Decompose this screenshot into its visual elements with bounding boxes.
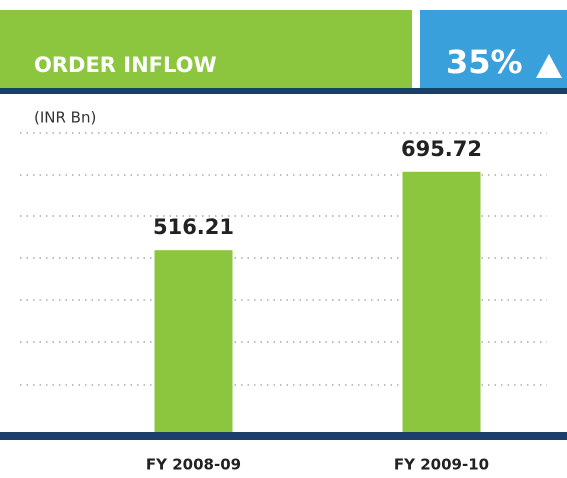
bar [155,250,233,432]
x-tick-label: FY 2009-10 [394,456,489,474]
x-tick-label: FY 2008-09 [146,456,241,474]
bar [403,172,481,432]
bottom-rule [0,432,567,440]
value-label: 516.21 [153,215,234,239]
unit-label: (INR Bn) [34,109,96,127]
chart-title: ORDER INFLOW [34,53,217,77]
growth-label: 35% [446,43,523,81]
top-rule [0,88,567,94]
value-label: 695.72 [401,137,482,161]
chart: ORDER INFLOW 35% (INR Bn) 516.21 695.72 F… [0,0,567,478]
